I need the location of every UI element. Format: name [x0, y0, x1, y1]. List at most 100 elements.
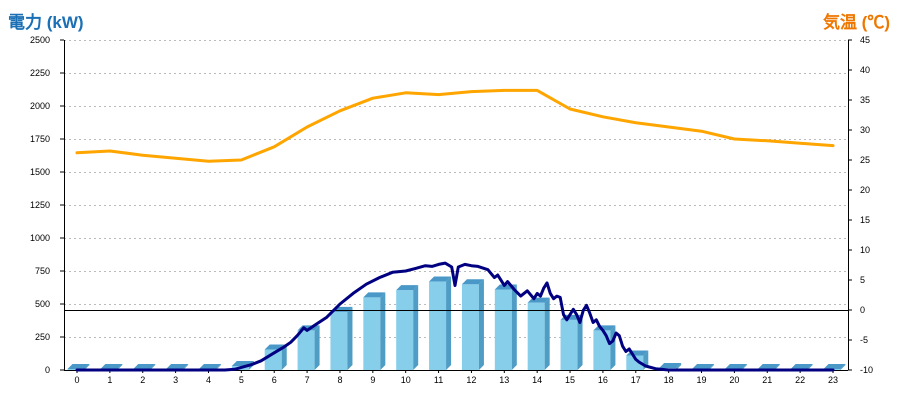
bar-top	[198, 363, 221, 369]
right-tick-label: 10	[860, 245, 870, 255]
bar-front	[527, 302, 545, 370]
bar-side	[380, 292, 386, 370]
bar-top	[823, 363, 846, 369]
bar	[330, 306, 353, 370]
bar-top	[429, 276, 452, 282]
x-tick-label: 23	[828, 375, 838, 385]
bar-side	[84, 363, 90, 370]
x-tick-label: 14	[532, 375, 542, 385]
bar-top	[166, 363, 189, 369]
x-tick-label: 3	[173, 375, 178, 385]
x-tick-label: 19	[697, 375, 707, 385]
x-tick-label: 9	[370, 375, 375, 385]
left-tick-label: 2500	[30, 35, 50, 45]
bar-side	[807, 363, 813, 370]
right-tick-label: 15	[860, 215, 870, 225]
bar-side	[478, 279, 484, 370]
bar-side	[709, 363, 715, 370]
x-tick-label: 7	[305, 375, 310, 385]
x-tick-label: 8	[337, 375, 342, 385]
bar-side	[741, 363, 747, 370]
x-tick-label: 4	[206, 375, 211, 385]
bar-front	[297, 330, 315, 370]
bar-front	[330, 311, 348, 370]
power-line	[75, 261, 835, 372]
bar-side	[215, 363, 221, 370]
bar-top	[692, 363, 715, 369]
left-tick-label: 250	[35, 332, 50, 342]
bar-side	[544, 297, 550, 370]
bar-top	[757, 363, 780, 369]
bar	[396, 285, 419, 370]
x-tick-label: 2	[140, 375, 145, 385]
bar-front	[461, 284, 479, 370]
bar-side	[446, 276, 452, 370]
x-tick-label: 12	[466, 375, 476, 385]
right-tick-label: 0	[860, 305, 865, 315]
bar-side	[281, 344, 287, 370]
right-tick-label: 20	[860, 185, 870, 195]
bar-top	[461, 279, 484, 285]
left-tick-label: 0	[45, 365, 50, 375]
bar	[494, 284, 517, 370]
bar-top	[724, 363, 747, 369]
bar	[461, 279, 484, 370]
left-tick-label: 1500	[30, 167, 50, 177]
left-tick-label: 1750	[30, 134, 50, 144]
x-tick-label: 5	[239, 375, 244, 385]
bar-front	[626, 355, 644, 370]
bar-side	[314, 325, 320, 370]
bar	[527, 297, 550, 370]
left-tick-label: 1000	[30, 233, 50, 243]
bar-side	[774, 363, 780, 370]
right-tick-label: -5	[860, 335, 868, 345]
x-tick-label: 20	[729, 375, 739, 385]
bar-top	[363, 292, 386, 298]
temperature-line	[75, 88, 835, 163]
x-tick-label: 0	[74, 375, 79, 385]
left-tick-label: 500	[35, 299, 50, 309]
bar-side	[150, 363, 156, 370]
bar-front	[363, 297, 381, 370]
x-tick-label: 22	[795, 375, 805, 385]
right-tick-label: 5	[860, 275, 865, 285]
x-tick-label: 21	[762, 375, 772, 385]
bar-top	[67, 363, 90, 369]
x-tick-label: 16	[598, 375, 608, 385]
bar	[363, 292, 386, 370]
bar-front	[396, 290, 414, 370]
right-tick-label: 25	[860, 155, 870, 165]
bar-side	[840, 363, 846, 370]
x-tick-label: 17	[631, 375, 641, 385]
bar-front	[429, 281, 447, 370]
bar-front	[593, 330, 611, 370]
right-tick-label: 35	[860, 95, 870, 105]
x-tick-label: 1	[107, 375, 112, 385]
bar-top	[133, 363, 156, 369]
bar-front	[494, 289, 512, 370]
bar	[429, 276, 452, 370]
left-tick-label: 2000	[30, 101, 50, 111]
x-tick-label: 13	[499, 375, 509, 385]
right-axis-title: 気温 (℃)	[822, 13, 890, 32]
right-tick-label: 30	[860, 125, 870, 135]
bar-top	[100, 363, 123, 369]
bar-top	[790, 363, 813, 369]
bar-front	[560, 319, 578, 370]
left-tick-label: 2250	[30, 68, 50, 78]
right-tick-label: 40	[860, 65, 870, 75]
bar-side	[347, 306, 353, 370]
x-tick-label: 10	[401, 375, 411, 385]
bar-side	[577, 314, 583, 370]
left-tick-label: 750	[35, 266, 50, 276]
left-tick-label: 1250	[30, 200, 50, 210]
bar-side	[183, 363, 189, 370]
bar-side	[610, 325, 616, 370]
bar-side	[676, 363, 682, 370]
bar-top	[396, 285, 419, 291]
bar-top	[659, 363, 682, 369]
x-tick-label: 18	[664, 375, 674, 385]
bar-side	[117, 363, 123, 370]
